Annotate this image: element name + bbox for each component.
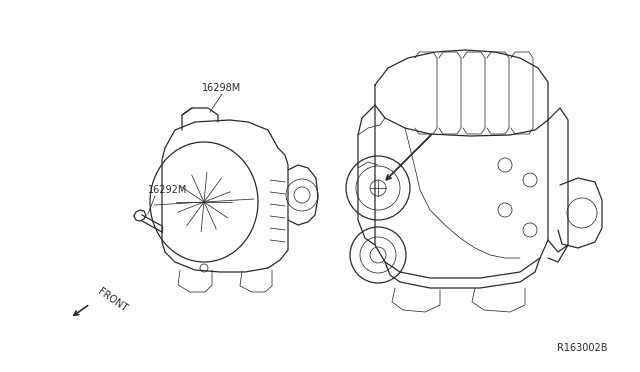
Text: FRONT: FRONT: [96, 286, 129, 314]
Text: 16298M: 16298M: [202, 83, 242, 93]
Text: R163002B: R163002B: [557, 343, 608, 353]
Text: 16292M: 16292M: [148, 185, 188, 195]
